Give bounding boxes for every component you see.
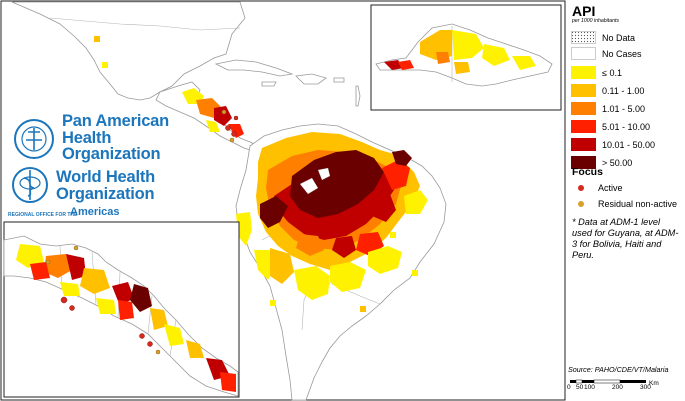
legend-row-c5: 10.01 - 50.00	[571, 137, 655, 152]
cuba-island	[214, 59, 294, 77]
who-line-2: Organization	[56, 184, 155, 203]
legend-label-c5: 10.01 - 50.00	[602, 139, 656, 150]
source-text: Source: PAHO/CDE/VT/Malaria	[568, 365, 669, 374]
choropleth-central-america-inset	[16, 244, 236, 392]
focus-row-residual: Residual non-active	[578, 199, 677, 209]
lesser-antilles	[355, 85, 361, 107]
paho-line-3: Organization	[62, 145, 161, 163]
legend-title: API	[572, 3, 596, 19]
swatch-no-data	[571, 31, 596, 44]
focus-row-active: Active	[578, 183, 623, 193]
swatch-c6	[571, 156, 596, 169]
legend: API per 1000 inhabitants No Data No Case…	[566, 0, 685, 401]
scale-tick-300: 300	[640, 384, 651, 391]
focus-dot-residual	[578, 201, 584, 207]
legend-row-no-data: No Data	[571, 30, 635, 45]
focus-title: Focus	[572, 166, 603, 178]
focus-dot-active	[578, 185, 584, 191]
us-mexico-border	[49, 17, 241, 31]
paho-line-1: Pan American	[62, 112, 170, 130]
puerto-rico-island	[333, 77, 345, 83]
focus-points-inset	[45, 245, 161, 355]
scale-tick-200: 200	[612, 384, 623, 391]
legend-row-no-cases: No Cases	[571, 46, 642, 61]
who-emblem	[12, 167, 48, 203]
scale-tick-0: 0	[567, 384, 571, 391]
who-line-1: World Health	[56, 168, 156, 186]
who-region-small: REGIONAL OFFICE FOR THE	[8, 212, 78, 218]
legend-label-no-cases: No Cases	[602, 48, 642, 59]
focus-points	[221, 109, 239, 143]
swatch-c3	[571, 102, 596, 115]
swatch-no-cases	[571, 47, 596, 60]
legend-row-c3: 1.01 - 5.00	[571, 101, 645, 116]
paho-line-2: Health	[62, 128, 112, 147]
legend-row-c2: 0.11 - 1.00	[571, 83, 644, 98]
choropleth-hispaniola	[384, 30, 536, 74]
legend-label-c6: > 50.00	[602, 157, 633, 168]
swatch-c2	[571, 84, 596, 97]
north-america-landmass	[11, 1, 246, 101]
who-region: Americas	[70, 206, 120, 218]
scale-labels: 0 50 100 200 300 Km	[567, 380, 685, 394]
who-logo: World Health Organization	[56, 169, 155, 202]
hispaniola-island	[295, 73, 327, 85]
swatch-c5	[571, 138, 596, 151]
legend-label-c2: 0.11 - 1.00	[602, 85, 645, 96]
paho-emblem	[14, 119, 54, 159]
focus-label-active: Active	[598, 183, 623, 193]
scale-bar	[570, 379, 646, 384]
legend-row-c6: > 50.00	[571, 155, 632, 170]
jamaica-island	[261, 81, 277, 87]
swatch-c1	[571, 66, 596, 79]
data-note: * Data at ADM-1 level used for Guyana, a…	[572, 217, 679, 260]
choropleth-central-america	[94, 36, 244, 138]
legend-subtitle: per 1000 inhabitants	[572, 18, 620, 24]
legend-label-c1: ≤ 0.1	[602, 67, 622, 78]
focus-label-residual: Residual non-active	[598, 199, 678, 209]
scale-tick-50: 50	[576, 384, 584, 391]
legend-label-no-data: No Data	[602, 32, 636, 43]
scale-tick-100: 100	[584, 384, 595, 391]
legend-label-c4: 5.01 - 10.00	[602, 121, 651, 132]
legend-label-c3: 1.01 - 5.00	[602, 103, 646, 114]
legend-row-c1: ≤ 0.1	[571, 65, 622, 80]
scale-unit: Km	[649, 380, 659, 387]
swatch-c4	[571, 120, 596, 133]
legend-row-c4: 5.01 - 10.00	[571, 119, 650, 134]
paho-logo: Pan American Health Organization	[62, 113, 169, 163]
choropleth-amazon	[236, 132, 428, 312]
